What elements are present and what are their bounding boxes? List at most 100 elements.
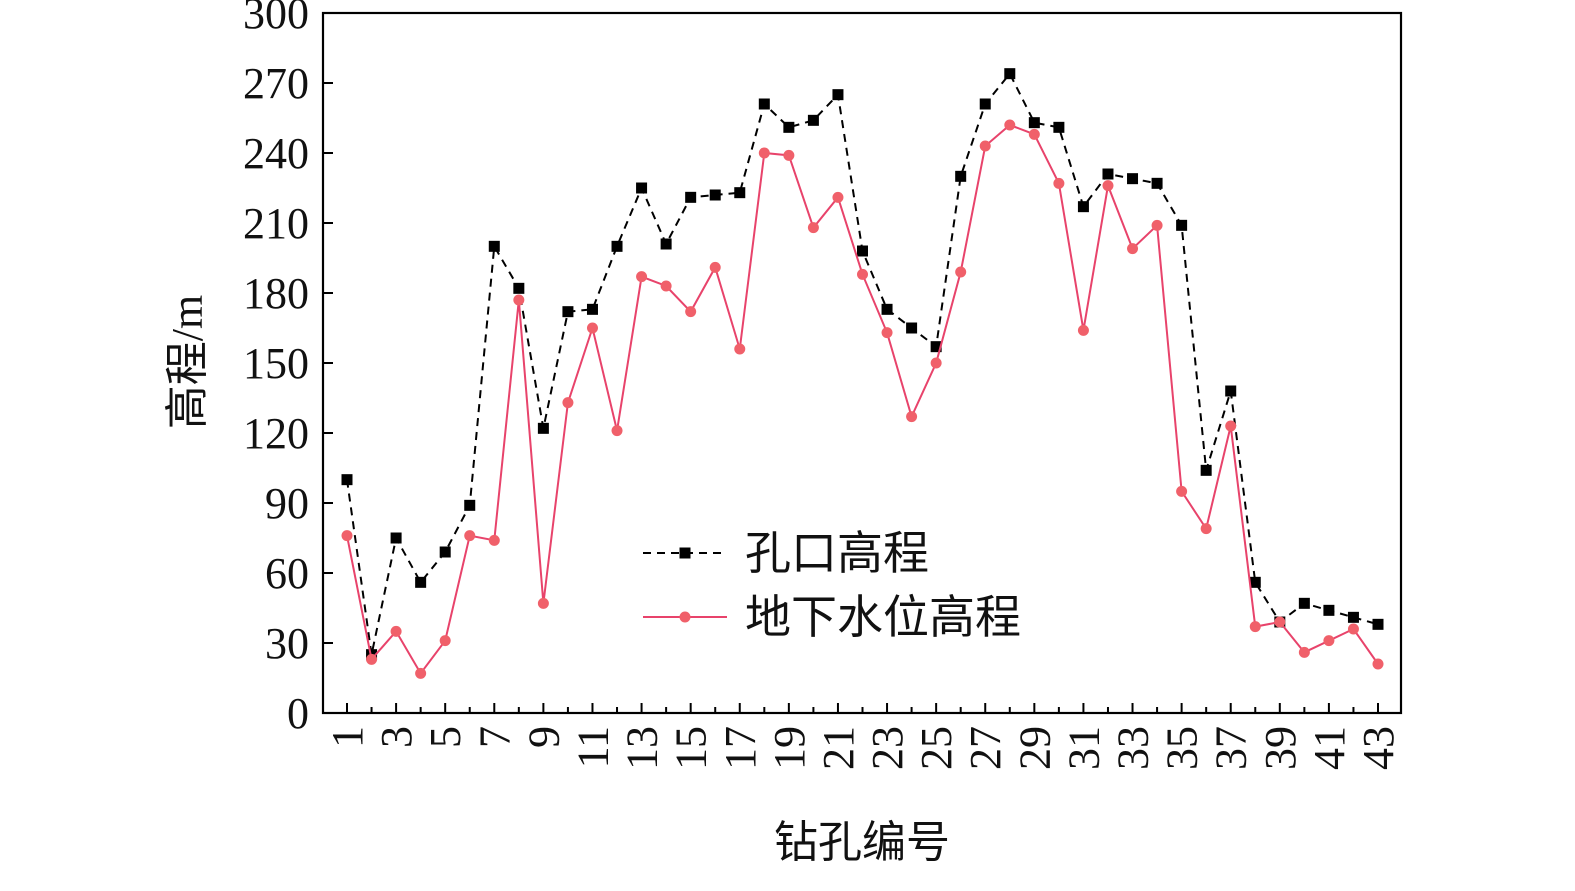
series-1 <box>341 68 1384 661</box>
data-point <box>1028 128 1040 140</box>
data-point <box>513 294 525 306</box>
data-point <box>1176 485 1188 497</box>
y-tick-label: 210 <box>243 199 309 248</box>
data-point <box>832 89 844 101</box>
data-point <box>1151 219 1163 231</box>
data-point <box>955 170 967 182</box>
y-tick-label: 30 <box>265 619 309 668</box>
y-tick-label: 180 <box>243 269 309 318</box>
x-tick-label: 41 <box>1305 726 1354 770</box>
x-tick-label: 9 <box>519 726 568 748</box>
y-tick-label: 90 <box>265 479 309 528</box>
y-tick-label: 60 <box>265 549 309 598</box>
data-point <box>1323 604 1335 616</box>
y-axis-label: 高程/m <box>163 295 212 429</box>
y-tick-label: 270 <box>243 59 309 108</box>
data-point <box>832 191 844 203</box>
data-point <box>660 280 672 292</box>
data-point <box>1077 324 1089 336</box>
y-tick-label: 120 <box>243 409 309 458</box>
x-tick-label: 17 <box>716 726 765 770</box>
data-point <box>488 240 500 252</box>
x-tick-label: 37 <box>1207 726 1256 770</box>
data-point <box>1372 658 1384 670</box>
data-point <box>488 534 500 546</box>
data-point <box>636 271 648 283</box>
legend-label: 孔口高程 <box>745 528 929 579</box>
series-layer <box>341 68 1384 679</box>
data-point <box>415 576 427 588</box>
data-point <box>906 322 918 334</box>
data-point <box>562 397 574 409</box>
data-point <box>881 327 893 339</box>
data-point <box>857 245 868 257</box>
x-tick-label: 35 <box>1158 726 1207 770</box>
data-point <box>366 653 378 665</box>
data-point <box>1200 523 1212 535</box>
data-point <box>1298 646 1310 658</box>
data-point <box>1323 635 1335 647</box>
data-point <box>857 268 868 280</box>
data-point <box>1225 385 1237 397</box>
x-tick-label: 43 <box>1354 726 1403 770</box>
data-point <box>660 238 672 250</box>
legend-marker <box>679 547 691 559</box>
data-point <box>464 499 476 511</box>
data-point <box>1249 621 1261 633</box>
x-tick-label: 19 <box>765 726 814 770</box>
data-point <box>1372 618 1384 630</box>
data-point <box>1225 420 1237 432</box>
data-point <box>636 182 648 194</box>
data-point <box>758 98 770 110</box>
data-point <box>415 667 427 679</box>
data-point <box>1347 623 1359 635</box>
series-2 <box>341 119 1384 679</box>
legend-marker <box>679 611 691 623</box>
legend-label: 地下水位高程 <box>745 592 1021 643</box>
y-axis: 0 30 60 90 120 150 180 210 240 270 300 <box>243 0 333 738</box>
data-point <box>1127 173 1139 185</box>
data-point <box>1053 121 1065 133</box>
x-tick-label: 3 <box>372 726 421 748</box>
x-tick-label: 11 <box>568 726 617 768</box>
x-tick-label: 33 <box>1109 726 1158 770</box>
data-point <box>464 530 476 542</box>
data-point <box>390 625 402 637</box>
data-point <box>1102 180 1114 192</box>
x-tick-label: 7 <box>470 726 519 748</box>
data-point <box>611 425 623 437</box>
data-point <box>1151 177 1163 189</box>
data-point <box>1028 117 1040 129</box>
data-point <box>1053 177 1065 189</box>
data-point <box>979 140 991 152</box>
data-point <box>930 357 942 369</box>
data-point <box>783 149 795 161</box>
data-point <box>955 266 967 278</box>
x-axis: 1 3 5 7 9 11 13 15 17 19 21 23 25 27 29 31 33 35 37 39 41 43 <box>323 703 1403 770</box>
x-tick-label: 23 <box>863 726 912 770</box>
data-point <box>562 306 574 318</box>
data-point <box>439 635 451 647</box>
data-point <box>734 343 746 355</box>
data-point <box>881 303 893 315</box>
data-point <box>1274 616 1286 628</box>
x-axis-label: 钻孔编号 <box>774 818 950 867</box>
data-point <box>513 282 525 294</box>
data-point <box>341 474 353 486</box>
data-point <box>709 189 721 201</box>
data-point <box>1102 168 1114 180</box>
data-point <box>586 322 598 334</box>
data-point <box>758 147 770 159</box>
data-point <box>783 121 795 133</box>
data-point <box>1004 119 1016 131</box>
y-tick-label: 0 <box>287 689 309 738</box>
data-point <box>439 546 451 558</box>
data-point <box>979 98 991 110</box>
y-tick-label: 240 <box>243 129 309 178</box>
data-point <box>807 222 819 234</box>
data-point <box>586 303 598 315</box>
data-point <box>341 530 353 542</box>
data-point <box>1004 68 1016 80</box>
